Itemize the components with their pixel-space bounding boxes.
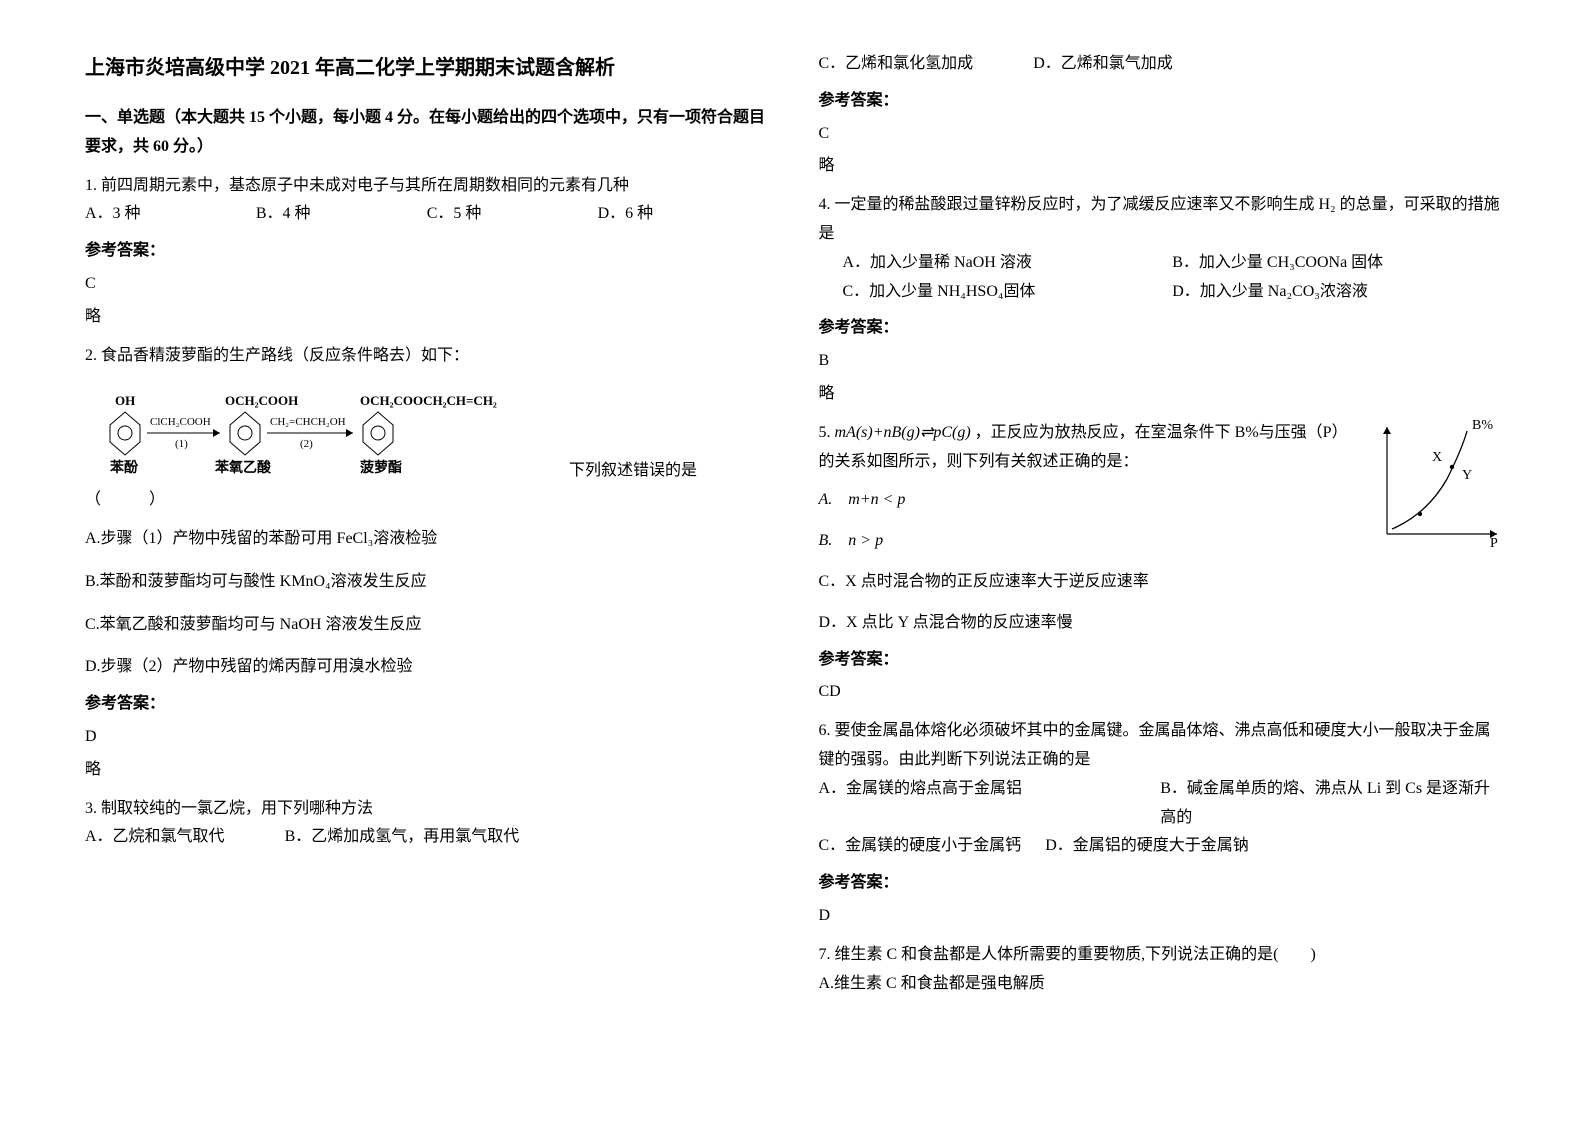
q2-answer-label: 参考答案：: [85, 690, 769, 719]
arrow1-bottom-label: (1): [175, 438, 188, 450]
section-1-heading: 一、单选题（本大题共 15 个小题，每小题 4 分。在每小题给出的四个选项中，只…: [85, 104, 769, 162]
q6-opt-a: A．金属镁的熔点高于金属铝: [819, 775, 1161, 833]
q1-answer: C: [85, 270, 769, 299]
curve-x-label: P: [1490, 536, 1498, 549]
q3-answer-label: 参考答案：: [819, 87, 1503, 116]
q5-opt-c: C．X 点时混合物的正反应速率大于逆反应速率: [819, 568, 1503, 597]
q5-equation: mA(s)+nB(g)⇌pC(g): [835, 424, 971, 441]
q3-opt-a: A．乙烷和氯气取代: [85, 823, 225, 852]
q4-opt-a: A．加入少量稀 NaOH 溶液: [843, 249, 1173, 278]
q6-answer: D: [819, 902, 1503, 931]
q4-note: 略: [819, 380, 1503, 409]
q3-opt-b: B．乙烯加成氢气，再用氯气取代: [285, 823, 520, 852]
q7-opt-a: A.维生素 C 和食盐都是强电解质: [819, 970, 1503, 999]
question-7: 7. 维生素 C 和食盐都是人体所需要的重要物质,下列说法正确的是( ) A.维…: [819, 941, 1503, 999]
q1-stem: 1. 前四周期元素中，基态原子中未成对电子与其所在周期数相同的元素有几种: [85, 172, 769, 201]
node1-bottom-label: 苯酚: [109, 459, 139, 475]
q4-opt-d: D．加入少量 Na₂CO₃浓溶液: [1172, 278, 1502, 307]
q6-opt-b: B．碱金属单质的熔、沸点从 Li 到 Cs 是逐渐升高的: [1160, 775, 1502, 833]
reaction-scheme-svg: OH 苯酚 ClCH₂COOH (1) OCH₂COOH 苯氧乙酸 CH₂=CH…: [85, 380, 545, 475]
q6-stem: 6. 要使金属晶体熔化必须破坏其中的金属键。金属晶体熔、沸点高低和硬度大小一般取…: [819, 717, 1503, 775]
q2-note: 略: [85, 756, 769, 785]
q3-opt-c: C．乙烯和氯化氢加成: [819, 50, 974, 79]
q7-stem: 7. 维生素 C 和食盐都是人体所需要的重要物质,下列说法正确的是( ): [819, 941, 1503, 970]
q4-opt-b: B．加入少量 CH₃COONa 固体: [1172, 249, 1502, 278]
curve-point-y: Y: [1462, 468, 1472, 483]
question-3: 3. 制取较纯的一氯乙烷，用下列哪种方法 A．乙烷和氯气取代 B．乙烯加成氢气，…: [85, 795, 769, 853]
node1-top-label: OH: [115, 393, 135, 408]
q3-opt-d: D．乙烯和氯气加成: [1033, 50, 1173, 79]
q3-note: 略: [819, 152, 1503, 181]
q5-answer-label: 参考答案：: [819, 646, 1503, 675]
q6-opt-c: C．金属镁的硬度小于金属钙: [819, 837, 1022, 854]
q2-opt-d: D.步骤（2）产物中残留的烯丙醇可用溴水检验: [85, 653, 769, 682]
q1-opt-a: A．3 种: [85, 200, 256, 229]
node2-bottom-label: 苯氧乙酸: [214, 459, 272, 475]
arrow2-top-label: CH₂=CHCH₂OH: [270, 416, 346, 428]
node2-top-label: OCH₂COOH: [225, 393, 298, 408]
q5-curve-chart: B% P X Y: [1372, 419, 1502, 549]
q2-reaction-diagram: OH 苯酚 ClCH₂COOH (1) OCH₂COOH 苯氧乙酸 CH₂=CH…: [85, 380, 769, 515]
q2-answer: D: [85, 723, 769, 752]
q1-opt-b: B．4 种: [256, 200, 427, 229]
q3-answer: C: [819, 120, 1503, 149]
q4-stem: 4. 一定量的稀盐酸跟过量锌粉反应时，为了减缓反应速率又不影响生成 H₂ 的总量…: [819, 191, 1503, 249]
q1-answer-label: 参考答案：: [85, 237, 769, 266]
arrow2-bottom-label: (2): [300, 438, 313, 450]
question-6: 6. 要使金属晶体熔化必须破坏其中的金属键。金属晶体熔、沸点高低和硬度大小一般取…: [819, 717, 1503, 931]
doc-title: 上海市炎培高级中学 2021 年高二化学上学期期末试题含解析: [85, 50, 769, 86]
q1-note: 略: [85, 303, 769, 332]
q3-stem: 3. 制取较纯的一氯乙烷，用下列哪种方法: [85, 795, 769, 824]
arrow1-top-label: ClCH₂COOH: [150, 416, 211, 428]
q1-opt-d: D．6 种: [598, 200, 769, 229]
question-1: 1. 前四周期元素中，基态原子中未成对电子与其所在周期数相同的元素有几种 A．3…: [85, 172, 769, 332]
q5-stem-pre: 5.: [819, 424, 835, 441]
q2-stem: 2. 食品香精菠萝酯的生产路线（反应条件略去）如下：: [85, 342, 769, 371]
q6-opt-d: D．金属铝的硬度大于金属钠: [1045, 837, 1249, 854]
q2-opt-a: A.步骤（1）产物中残留的苯酚可用 FeCl₃溶液检验: [85, 525, 769, 554]
q5-answer: CD: [819, 678, 1503, 707]
q4-answer-label: 参考答案：: [819, 314, 1503, 343]
q2-opt-b: B.苯酚和菠萝酯均可与酸性 KMnO₄溶液发生反应: [85, 568, 769, 597]
q4-opt-c: C．加入少量 NH₄HSO₄固体: [843, 278, 1173, 307]
q6-answer-label: 参考答案：: [819, 869, 1503, 898]
question-4: 4. 一定量的稀盐酸跟过量锌粉反应时，为了减缓反应速率又不影响生成 H₂ 的总量…: [819, 191, 1503, 409]
curve-point-x: X: [1432, 450, 1442, 465]
q1-opt-c: C．5 种: [427, 200, 598, 229]
q2-opt-c: C.苯氧乙酸和菠萝酯均可与 NaOH 溶液发生反应: [85, 611, 769, 640]
question-2: 2. 食品香精菠萝酯的生产路线（反应条件略去）如下： OH 苯酚 ClCH₂CO…: [85, 342, 769, 785]
node3-top-label: OCH₂COOCH₂CH=CH₂: [360, 393, 497, 408]
q4-answer: B: [819, 347, 1503, 376]
question-5: B% P X Y 5. mA(s)+nB(g)⇌pC(g) ，正反应为放热反应，…: [819, 419, 1503, 707]
q5-opt-d: D．X 点比 Y 点混合物的反应速率慢: [819, 609, 1503, 638]
curve-y-label: B%: [1472, 419, 1493, 433]
node3-bottom-label: 菠萝酯: [360, 459, 402, 475]
